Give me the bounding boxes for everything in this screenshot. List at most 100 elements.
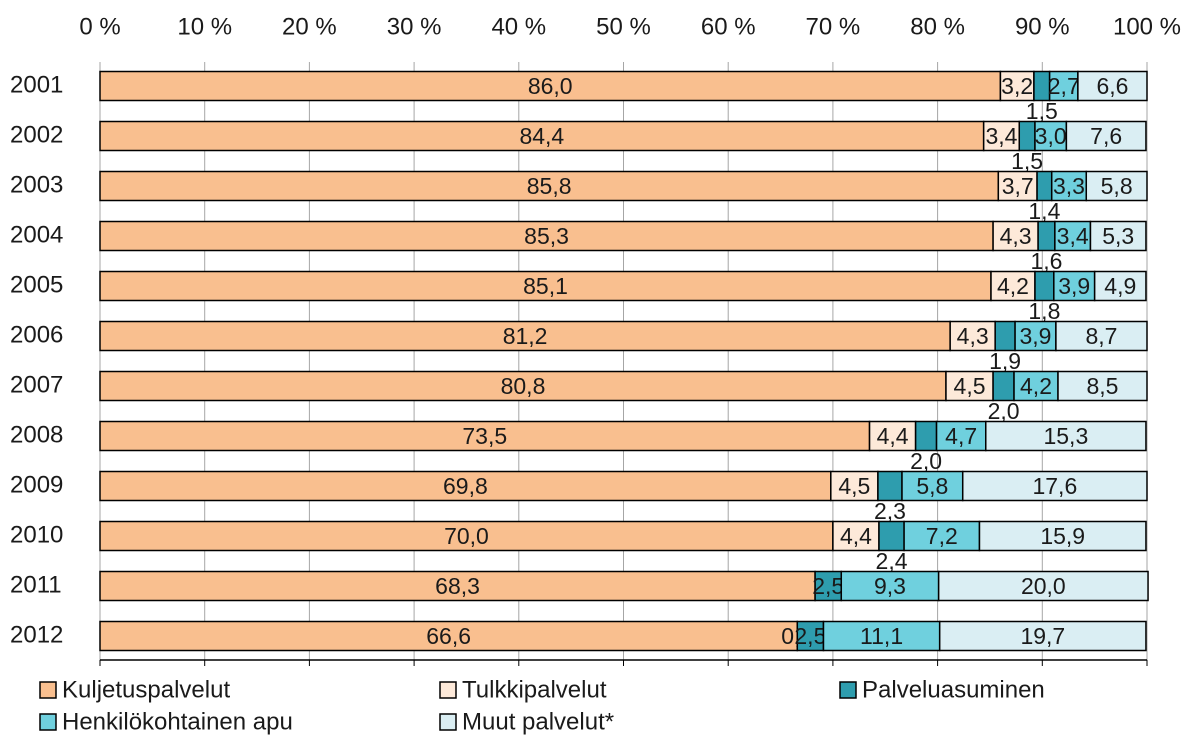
data-label: 3,9 bbox=[1020, 323, 1052, 349]
data-label: 85,1 bbox=[523, 273, 568, 299]
data-label: 3,4 bbox=[1057, 223, 1089, 249]
data-label: 5,3 bbox=[1102, 223, 1134, 249]
data-label: 9,3 bbox=[874, 573, 906, 599]
data-label: 1,9 bbox=[989, 348, 1021, 374]
data-label: 73,5 bbox=[462, 423, 507, 449]
bar-segment bbox=[1057, 370, 1148, 402]
data-label: 8,5 bbox=[1087, 373, 1119, 399]
bar-segment bbox=[1034, 270, 1055, 302]
data-label: 4,2 bbox=[1020, 373, 1052, 399]
data-label: 1,5 bbox=[1026, 98, 1058, 124]
y-tick-label: 2010 bbox=[10, 521, 63, 548]
data-label: 85,3 bbox=[524, 223, 569, 249]
data-label: 4,4 bbox=[877, 423, 909, 449]
data-label: 69,8 bbox=[443, 473, 488, 499]
legend-swatch bbox=[839, 681, 857, 699]
bar-segment bbox=[1018, 120, 1036, 152]
bar-segment bbox=[822, 620, 941, 652]
y-tick-label: 2003 bbox=[10, 171, 63, 198]
data-label: 4,5 bbox=[838, 473, 870, 499]
data-label: 20,0 bbox=[1021, 573, 1066, 599]
x-tick-label: 0 % bbox=[79, 13, 120, 40]
data-label: 4,2 bbox=[997, 273, 1029, 299]
legend-label: Palveluasuminen bbox=[862, 676, 1045, 703]
legend-swatch bbox=[439, 681, 457, 699]
bar-segment bbox=[914, 420, 938, 452]
bar-segment bbox=[992, 220, 1039, 252]
data-label: 3,2 bbox=[1001, 73, 1033, 99]
bar-segment bbox=[814, 570, 843, 602]
bar-segment bbox=[903, 520, 981, 552]
y-tick-label: 2006 bbox=[10, 321, 63, 348]
bar-segment bbox=[1065, 120, 1147, 152]
x-tick-label: 40 % bbox=[491, 13, 546, 40]
data-label: 2,3 bbox=[874, 498, 906, 524]
data-label: 3,4 bbox=[985, 123, 1017, 149]
bar-segment bbox=[1093, 270, 1147, 302]
data-label: 7,6 bbox=[1090, 123, 1122, 149]
data-label: 7,2 bbox=[926, 523, 958, 549]
bar-segment bbox=[1054, 220, 1092, 252]
bar-segment bbox=[901, 470, 964, 502]
data-label: 81,2 bbox=[503, 323, 548, 349]
x-tick-label: 60 % bbox=[701, 13, 756, 40]
data-label: 66,6 bbox=[426, 623, 471, 649]
data-label: 3,3 bbox=[1053, 173, 1085, 199]
bar-segment bbox=[935, 420, 987, 452]
bar-segment bbox=[999, 70, 1035, 102]
data-label: 85,8 bbox=[527, 173, 572, 199]
bar-segment bbox=[1036, 170, 1053, 202]
x-tick-label: 30 % bbox=[387, 13, 442, 40]
bar-segment bbox=[99, 320, 951, 352]
data-label: 4,4 bbox=[840, 523, 872, 549]
legend-swatch bbox=[39, 713, 57, 731]
y-tick-label: 2008 bbox=[10, 421, 63, 448]
y-tick-label: 2007 bbox=[10, 371, 63, 398]
data-label: 17,6 bbox=[1032, 473, 1077, 499]
legend-swatch bbox=[439, 713, 457, 731]
x-tick-label: 70 % bbox=[806, 13, 861, 40]
y-tick-label: 2005 bbox=[10, 271, 63, 298]
data-label: 2,5 bbox=[812, 573, 844, 599]
y-tick-label: 2012 bbox=[10, 621, 63, 648]
bar-segment bbox=[937, 570, 1149, 602]
bar-segment bbox=[961, 470, 1148, 502]
data-label: 3,9 bbox=[1058, 273, 1090, 299]
bar-segment bbox=[1085, 170, 1148, 202]
bar-segment bbox=[99, 620, 799, 652]
bar-segment bbox=[1050, 170, 1088, 202]
data-label: 19,7 bbox=[1020, 623, 1065, 649]
x-tick-label: 50 % bbox=[596, 13, 651, 40]
bar-segment bbox=[985, 420, 1147, 452]
data-label: 2,7 bbox=[1048, 73, 1080, 99]
data-label: 1,8 bbox=[1028, 298, 1060, 324]
data-label: 5,8 bbox=[916, 473, 948, 499]
data-label: 15,9 bbox=[1040, 523, 1085, 549]
bar-segment bbox=[830, 470, 879, 502]
data-label: 15,3 bbox=[1043, 423, 1088, 449]
bar-segment bbox=[99, 270, 992, 302]
bar-segment bbox=[868, 420, 917, 452]
data-label: 4,3 bbox=[957, 323, 989, 349]
bar-segment bbox=[992, 370, 1015, 402]
data-label: 1,5 bbox=[1011, 148, 1043, 174]
bar-segment bbox=[796, 620, 825, 652]
x-tick-label: 100 % bbox=[1113, 13, 1181, 40]
legend-label: Henkilökohtainen apu bbox=[62, 708, 293, 735]
bar-segment bbox=[840, 570, 940, 602]
data-label: 2,0 bbox=[988, 398, 1020, 424]
y-tick-label: 2002 bbox=[10, 121, 63, 148]
y-tick-label: 2009 bbox=[10, 471, 63, 498]
data-label: 4,7 bbox=[945, 423, 977, 449]
bar-segment bbox=[1037, 220, 1056, 252]
bar-segment bbox=[982, 120, 1021, 152]
legend-label: Muut palvelut* bbox=[462, 708, 614, 735]
x-tick-label: 90 % bbox=[1015, 13, 1070, 40]
bar-segment bbox=[1014, 320, 1057, 352]
data-label: 4,5 bbox=[954, 373, 986, 399]
x-tick-label: 20 % bbox=[282, 13, 337, 40]
bar-segment bbox=[1077, 70, 1148, 102]
data-label: 3,0 bbox=[1035, 123, 1067, 149]
bar-segment bbox=[938, 620, 1147, 652]
